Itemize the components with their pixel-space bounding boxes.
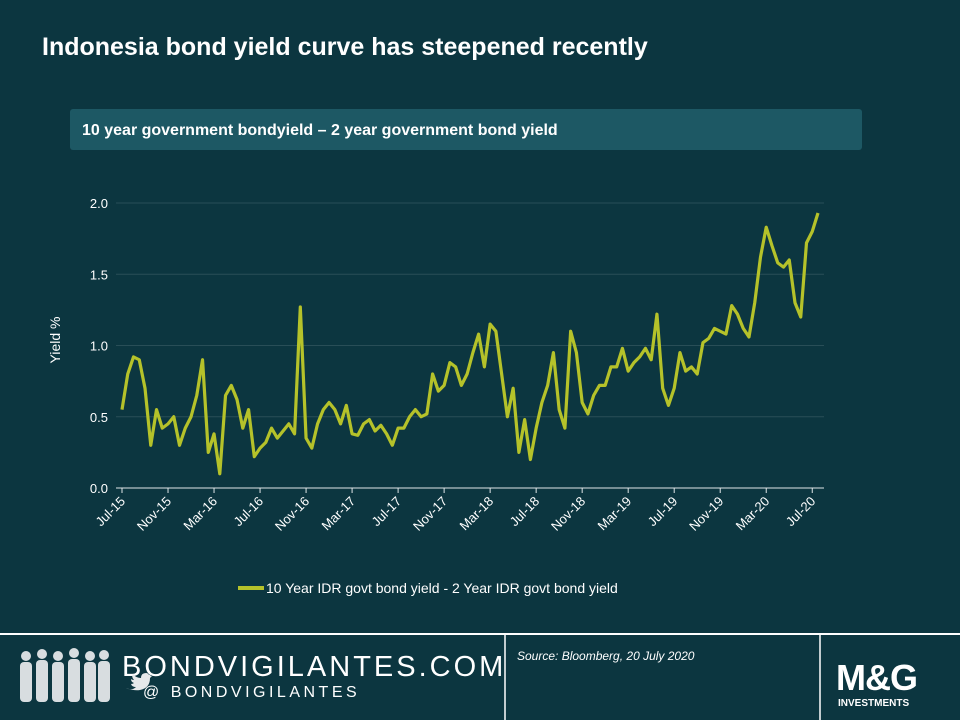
y-tick-label: 0.0 (90, 481, 108, 496)
subtitle-box (70, 109, 862, 150)
legend-label: 10 Year IDR govt bond yield - 2 Year IDR… (266, 580, 618, 596)
brand: BONDVIGILANTES.COM (122, 651, 506, 683)
y-axis-label: Yield % (47, 317, 63, 364)
chart-title: Indonesia bond yield curve has steepened… (42, 33, 648, 61)
y-tick-label: 1.5 (90, 267, 108, 282)
logo-sub: INVESTMENTS (838, 698, 909, 709)
logo: M&G (836, 657, 917, 698)
y-tick-label: 1.0 (90, 339, 108, 354)
silhouettes (20, 648, 110, 702)
twitter-icon (126, 673, 152, 691)
source: Source: Bloomberg, 20 July 2020 (517, 649, 695, 663)
chart-subtitle: 10 year government bondyield – 2 year go… (82, 122, 558, 139)
data-line (120, 212, 820, 476)
handle: @ BONDVIGILANTES (143, 684, 360, 701)
y-tick-label: 0.5 (90, 410, 108, 425)
y-tick-label: 2.0 (90, 196, 108, 211)
